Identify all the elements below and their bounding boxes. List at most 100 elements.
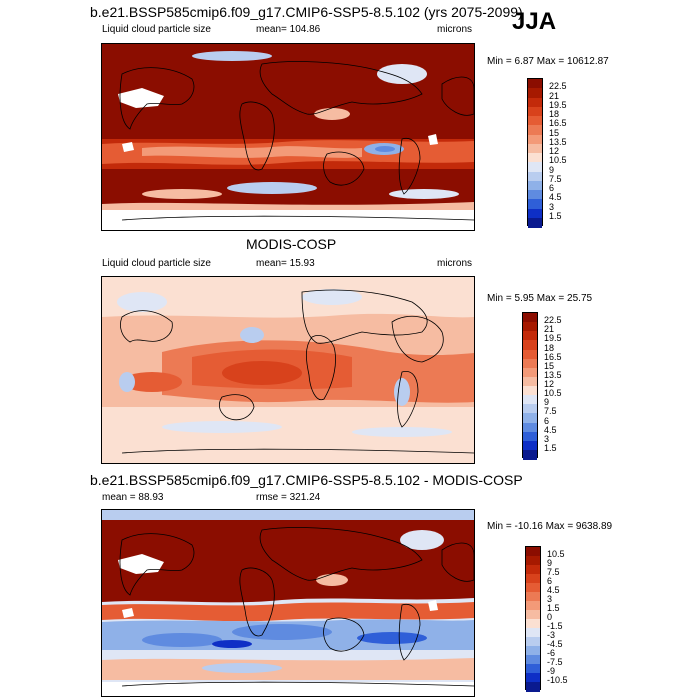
colorbar-tick-label: 1.5 <box>549 210 562 221</box>
colorbar-block <box>528 88 542 98</box>
colorbar-block <box>523 349 537 360</box>
colorbar-block <box>526 583 540 593</box>
colorbar-block <box>528 116 542 126</box>
colorbar-tick-label: 22.5 <box>549 81 567 92</box>
colorbar-block <box>528 199 542 209</box>
panel3-colorbar: 10.5 9 7.5 6 4.5 3 1.5 0 -1.5 -3 -4.5 -6 -7.5 -9 -10.5 <box>525 546 568 692</box>
colorbar-tick-label: -1.5 <box>547 621 563 631</box>
colorbar-tick-label: 7.5 <box>544 406 557 417</box>
colorbar-tick-label: -4.5 <box>547 639 563 649</box>
panel2-map-svg <box>102 277 474 463</box>
colorbar-block <box>526 565 540 575</box>
colorbar-block <box>526 682 540 692</box>
colorbar-block <box>523 358 537 369</box>
colorbar-block <box>528 171 542 182</box>
colorbar-block <box>528 217 542 228</box>
colorbar-block <box>526 637 540 647</box>
colorbar-block <box>526 574 540 584</box>
panel3-minmax-label: Min = -10.16 Max = 9638.89 <box>487 521 613 532</box>
colorbar-tick-label: 21 <box>549 90 560 101</box>
colorbar-block <box>523 449 537 460</box>
colorbar-tick-label: 3 <box>549 201 555 212</box>
colorbar-block <box>528 208 542 219</box>
colorbar-tick-label: -9 <box>547 666 556 676</box>
panel2-mean-label: mean= 15.93 <box>256 258 315 269</box>
colorbar-block <box>528 162 542 172</box>
colorbar-tick-label: 3 <box>544 433 550 444</box>
panel2-colorbar-box <box>522 312 538 460</box>
colorbar-tick-label: 12 <box>544 379 555 389</box>
colorbar-block <box>526 601 540 611</box>
colorbar-tick-label: 16.5 <box>544 351 562 362</box>
colorbar-block <box>523 322 537 332</box>
colorbar-block <box>526 592 540 602</box>
panel3-title: b.e21.BSSP585cmip6.f09_g17.CMIP6-SSP5-8.… <box>90 472 523 488</box>
colorbar-tick-label: 13.5 <box>544 369 562 380</box>
colorbar-block <box>526 673 540 683</box>
colorbar-block <box>523 313 537 323</box>
colorbar-tick-label: 10.5 <box>547 549 565 559</box>
colorbar-block <box>526 664 540 674</box>
colorbar-tick-label: 18 <box>549 109 560 119</box>
colorbar-tick-label: -6 <box>547 648 556 658</box>
colorbar-block <box>528 190 542 200</box>
colorbar-tick-label: -3 <box>547 630 556 640</box>
colorbar-block <box>528 180 542 191</box>
colorbar-tick-label: 3 <box>547 594 553 604</box>
colorbar-block <box>523 376 537 387</box>
colorbar-block <box>526 556 540 566</box>
colorbar-tick-label: 7.5 <box>549 173 562 184</box>
colorbar-block <box>528 79 542 89</box>
panel3-map <box>101 509 475 697</box>
colorbar-block <box>523 431 537 442</box>
panel3-rmse-label: rmse = 321.24 <box>256 492 321 503</box>
colorbar-block <box>528 134 542 145</box>
panel2-variable-label: Liquid cloud particle size <box>102 258 211 269</box>
colorbar-block <box>526 628 540 638</box>
panel3-map-svg <box>102 510 474 696</box>
colorbar-tick-label: -7.5 <box>547 657 563 667</box>
season-label: JJA <box>512 8 557 35</box>
colorbar-tick-label: 6 <box>544 415 550 426</box>
colorbar-tick-label: 18 <box>544 342 555 353</box>
colorbar-block <box>526 619 540 629</box>
colorbar-block <box>528 97 542 108</box>
colorbar-block <box>523 331 537 341</box>
colorbar-block <box>528 125 542 135</box>
colorbar-tick-label: 4.5 <box>549 192 562 203</box>
colorbar-block <box>523 395 537 405</box>
colorbar-block <box>523 386 537 396</box>
colorbar-block <box>526 547 540 557</box>
colorbar-tick-label: 0 <box>547 612 553 622</box>
panel1-units-label: microns <box>437 24 473 35</box>
colorbar-tick-label: 21 <box>544 324 555 335</box>
panel1-map <box>101 43 475 231</box>
panel1-mean-label: mean= 104.86 <box>256 24 321 35</box>
colorbar-tick-label: 1.5 <box>544 442 557 453</box>
colorbar-tick-label: 10.5 <box>549 155 567 166</box>
colorbar-tick-label: 6 <box>549 183 555 193</box>
colorbar-tick-label: 12 <box>549 146 560 156</box>
colorbar-tick-label: 9 <box>547 558 553 568</box>
colorbar-tick-label: 13.5 <box>549 136 567 147</box>
colorbar-block <box>523 340 537 350</box>
colorbar-tick-label: 6 <box>547 576 553 586</box>
panel1-colorbar-box <box>527 78 543 228</box>
panel2-title: MODIS-COSP <box>246 236 337 252</box>
panel2-units-label: microns <box>437 258 473 269</box>
panel2-map <box>101 276 475 464</box>
colorbar-block <box>528 106 542 117</box>
colorbar-tick-label: 15 <box>549 127 560 138</box>
colorbar-block <box>523 367 537 378</box>
panel2-minmax-label: Min = 5.95 Max = 25.75 <box>487 293 593 304</box>
panel1-map-svg <box>102 44 474 230</box>
panel1-minmax-label: Min = 6.87 Max = 10612.87 <box>487 56 609 67</box>
colorbar-tick-label: 22.5 <box>544 315 562 326</box>
panel1-colorbar: 22.5 21 19.5 18 16.5 15 13.5 12 10.5 9 7.5 6 4.5 3 1.5 <box>527 78 567 228</box>
colorbar-block <box>523 440 537 451</box>
panel3-colorbar-box <box>525 546 541 692</box>
colorbar-block <box>523 422 537 433</box>
colorbar-tick-label: 19.5 <box>544 333 562 344</box>
colorbar-block <box>523 413 537 423</box>
panel3-mean-label: mean = 88.93 <box>102 492 164 503</box>
